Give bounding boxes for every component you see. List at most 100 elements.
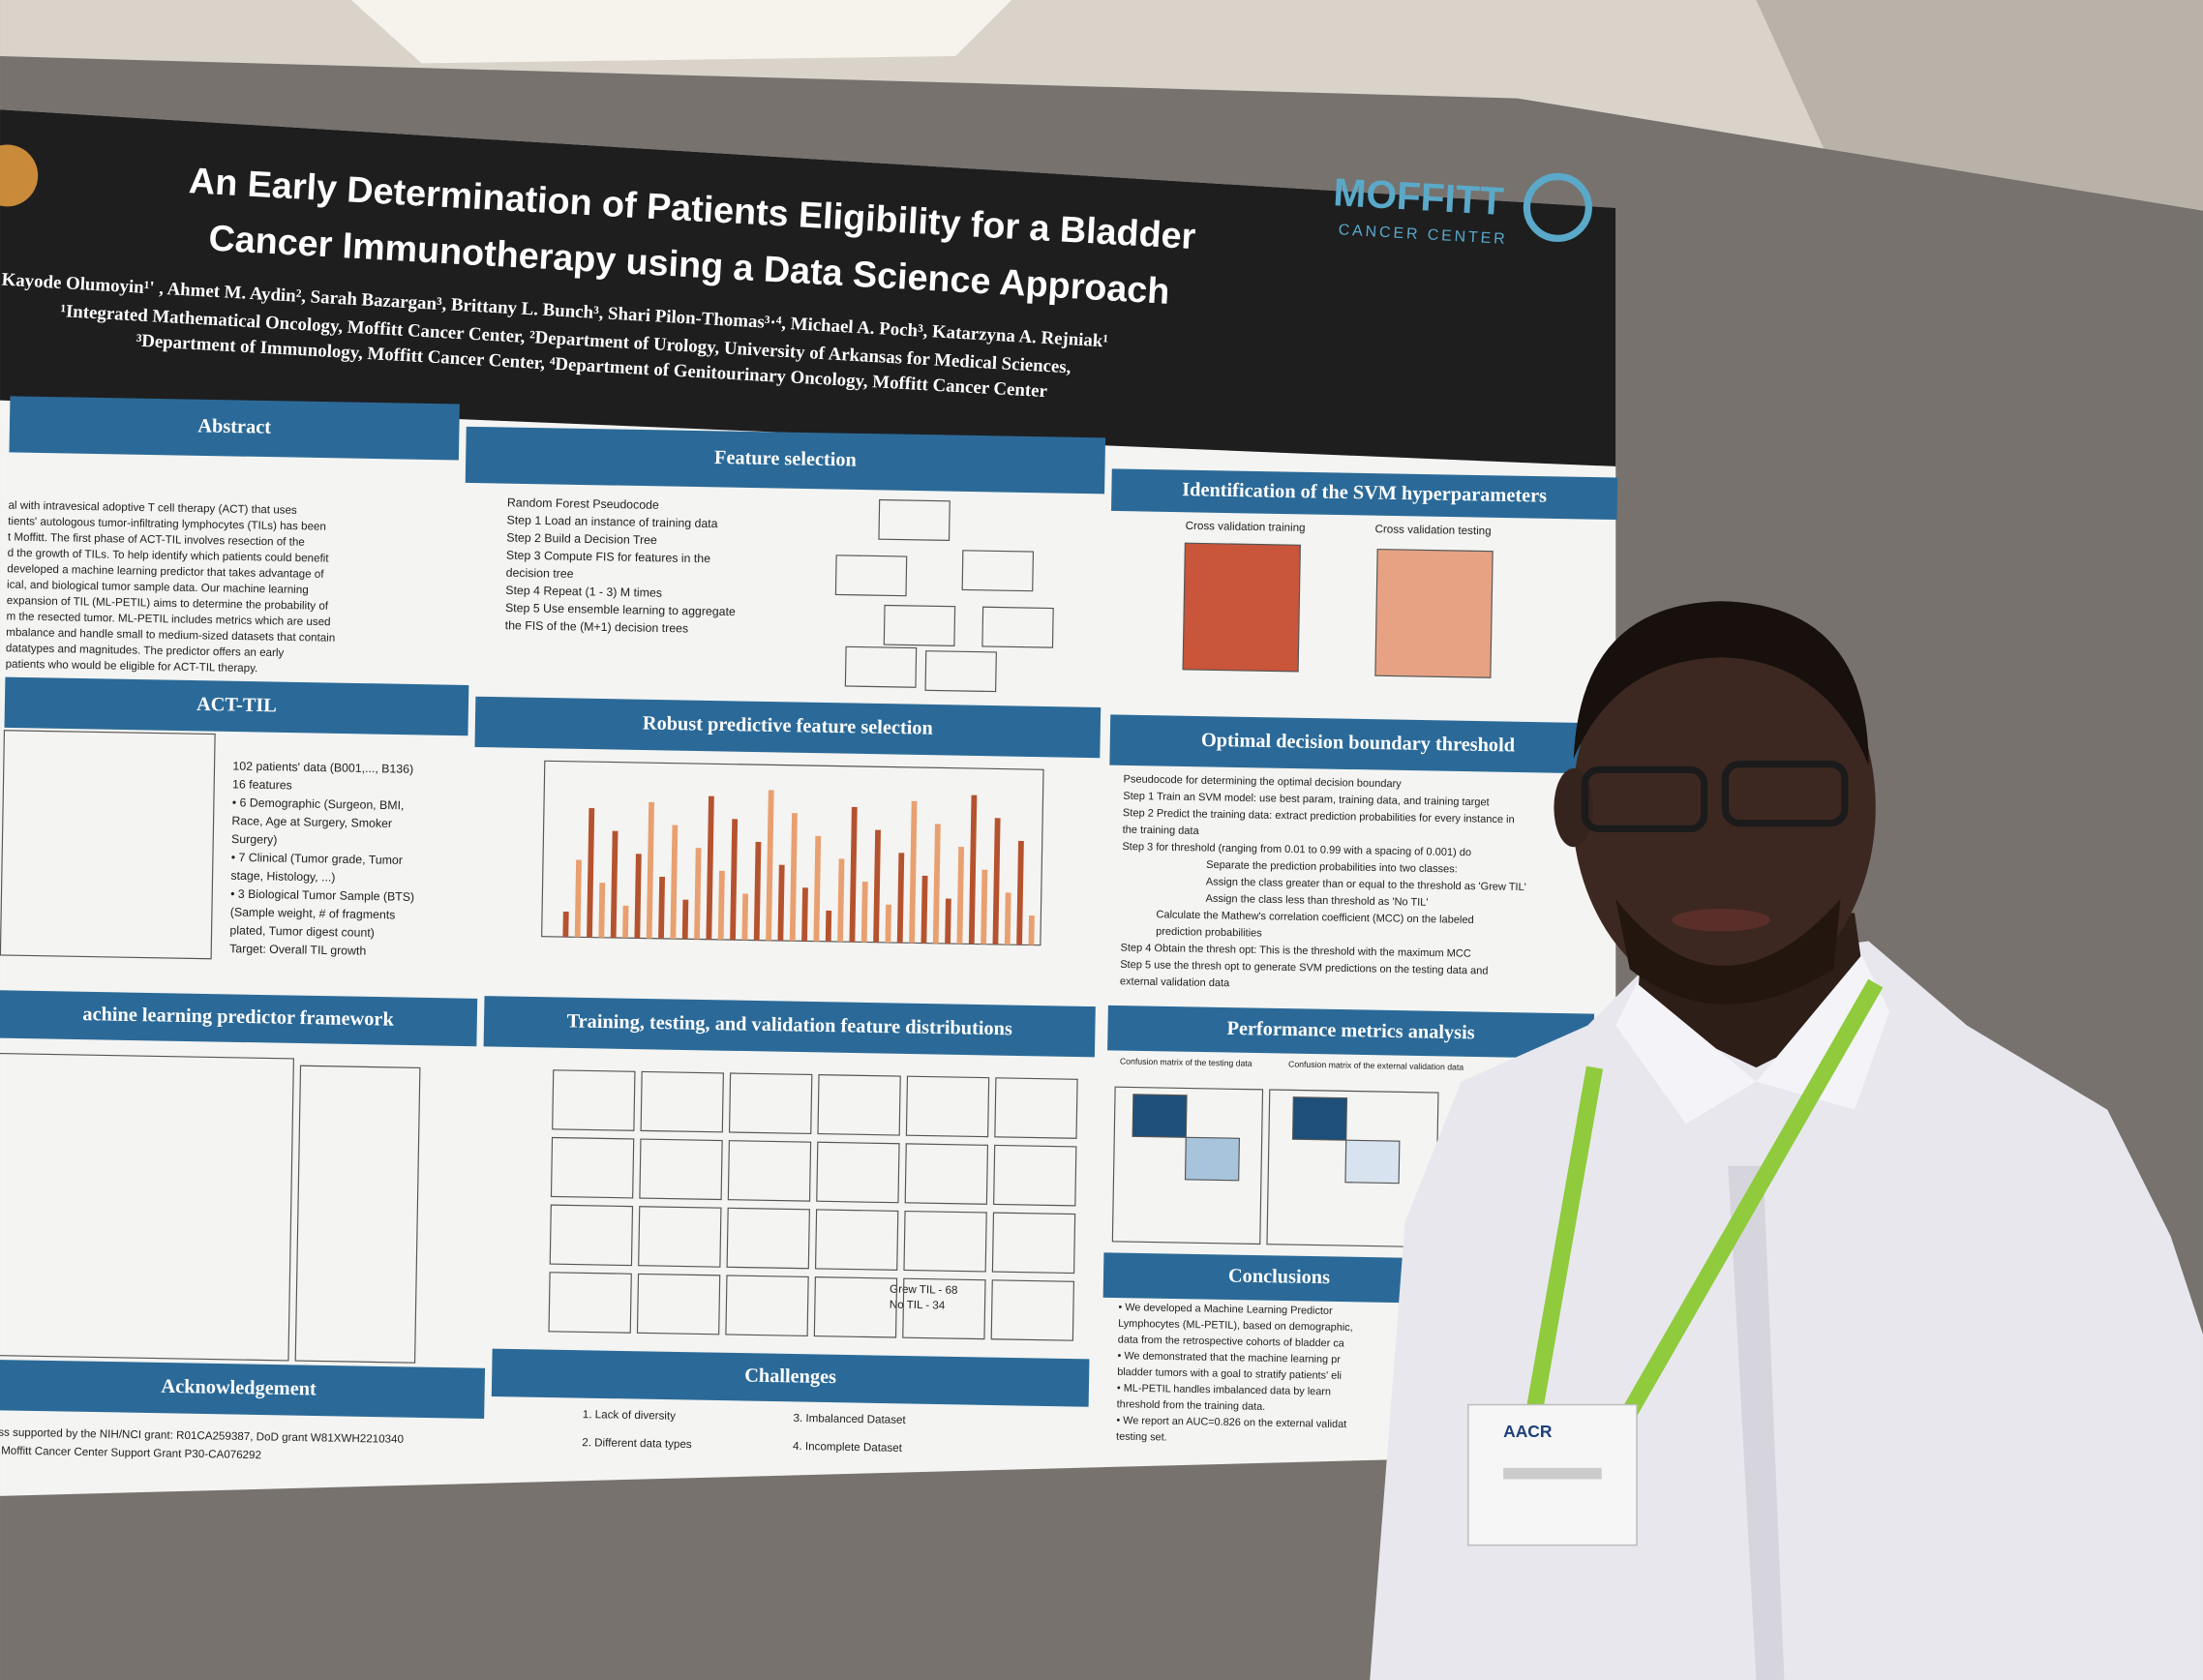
body-text: 102 patients' data (B001,..., B136) — [232, 760, 413, 776]
figure-bar — [860, 882, 868, 943]
body-text: m the resected tumor. ML-PETIL includes … — [6, 610, 330, 628]
section-heading: Robust predictive feature selection — [643, 713, 933, 739]
wall — [1756, 0, 2203, 225]
university-logo — [0, 144, 39, 207]
body-text: Cross validation testing — [1375, 523, 1492, 537]
figure-bar — [789, 813, 798, 942]
body-text: Step 4 Repeat (1 - 3) M times — [505, 584, 662, 600]
figure — [834, 555, 908, 597]
hair — [1573, 601, 1869, 766]
figure-bar — [622, 905, 629, 939]
figure-bar — [1016, 840, 1024, 945]
body-text: expansion of TIL (ML-PETIL) aims to dete… — [7, 594, 329, 613]
beard — [1615, 898, 1841, 1005]
body-text: d the growth of TILs. To help identify w… — [8, 547, 330, 565]
figure — [883, 604, 956, 646]
body-text: Step 3 Compute FIS for features in the — [506, 549, 710, 566]
figure — [728, 1072, 813, 1135]
body-text: d Moffitt Cancer Center Support Grant P3… — [0, 1444, 261, 1461]
figure — [993, 1144, 1077, 1207]
figure — [0, 730, 216, 960]
body-text: 2. Different data types — [582, 1436, 692, 1451]
body-text: Assign the class greater than or equal t… — [1206, 876, 1526, 893]
collar-right — [1756, 955, 1890, 1110]
body-text: • 6 Demographic (Surgeon, BMI, — [232, 795, 405, 812]
badge-name — [1503, 1467, 1602, 1480]
figure — [550, 1136, 635, 1199]
figure-bar — [730, 819, 739, 941]
figure — [0, 1052, 294, 1362]
body-text: data from the retrospective cohorts of b… — [1118, 1334, 1345, 1349]
figure — [1182, 542, 1301, 673]
collar-left — [1615, 983, 1757, 1125]
figure — [981, 606, 1054, 648]
section-header-bar — [0, 1359, 486, 1420]
body-text: plated, Tumor digest count) — [229, 923, 375, 940]
glasses-left — [1581, 765, 1708, 833]
body-text: Pseudocode for determining the optimal d… — [1123, 773, 1402, 790]
body-text: • We developed a Machine Learning Predic… — [1118, 1302, 1333, 1317]
section-heading: Feature selection — [714, 447, 857, 471]
body-text: threshold from the training data. — [1117, 1398, 1266, 1413]
figure-bar — [825, 910, 832, 942]
body-text: Step 2 Build a Decision Tree — [506, 530, 657, 547]
figure — [878, 498, 951, 541]
figure-bar — [981, 869, 988, 945]
badge-org: AACR — [1503, 1422, 1553, 1441]
figure-bar — [634, 854, 642, 939]
figure — [294, 1065, 421, 1364]
figure-bar — [885, 904, 891, 943]
presenter: AACR — [1370, 601, 2203, 1680]
body-text: 4. Incomplete Dataset — [793, 1440, 903, 1455]
figure-bar — [801, 887, 808, 942]
figure-bar — [956, 847, 965, 945]
figure-bar — [920, 875, 928, 944]
figure-bar — [562, 911, 569, 938]
body-text: Separate the prediction probabilities in… — [1206, 859, 1458, 876]
poster-header — [0, 109, 1616, 466]
figure — [903, 1210, 987, 1273]
figure — [844, 645, 918, 688]
figure-bar — [741, 893, 749, 941]
figure-bar — [992, 818, 1001, 945]
body-text: • We demonstrated that the machine learn… — [1117, 1350, 1341, 1365]
figure-bar — [1028, 915, 1035, 945]
section-heading: Performance metrics analysis — [1226, 1018, 1475, 1043]
figure-bar — [753, 841, 762, 941]
body-text: Calculate the Mathew's correlation coeff… — [1156, 909, 1473, 926]
figure-bar — [813, 835, 822, 942]
ceiling-light — [350, 0, 1012, 64]
body-text: developed a machine learning predictor t… — [7, 562, 324, 581]
figure-bar — [598, 883, 606, 938]
figure-bar — [706, 795, 714, 940]
figure — [990, 1279, 1075, 1341]
body-text: Random Forest Pseudocode — [507, 495, 659, 512]
figure — [816, 1141, 900, 1204]
figure — [1111, 1086, 1264, 1245]
mouth — [1672, 909, 1770, 932]
figure — [1374, 548, 1494, 678]
figure — [640, 1070, 724, 1133]
figure — [814, 1209, 899, 1271]
body-text: the training data — [1123, 825, 1200, 837]
section-header-bar — [0, 990, 478, 1047]
body-text: Lymphocytes (ML-PETIL), based on demogra… — [1118, 1318, 1353, 1334]
figure-bar — [896, 853, 905, 944]
body-text: Step 1 Load an instance of training data — [506, 513, 717, 530]
section-heading: Acknowledgement — [161, 1376, 317, 1400]
body-text: 16 features — [232, 777, 292, 792]
lanyard-right — [1622, 978, 1884, 1417]
body-text: 1. Lack of diversity — [583, 1408, 677, 1423]
body-text: Target: Overall TIL growth — [229, 942, 367, 957]
body-text: datatypes and magnitudes. The predictor … — [6, 642, 285, 659]
body-text: al with intravesical adoptive T cell the… — [8, 499, 297, 517]
figure — [636, 1273, 721, 1335]
body-text: (Sample weight, # of fragments — [230, 905, 396, 921]
body-text: Cross validation training — [1186, 520, 1306, 534]
figure-bar — [694, 848, 702, 940]
body-text: • 3 Biological Tumor Sample (BTS) — [230, 887, 414, 904]
figure — [817, 1074, 901, 1136]
section-header-bar — [483, 996, 1096, 1058]
figure-bar — [574, 859, 582, 938]
